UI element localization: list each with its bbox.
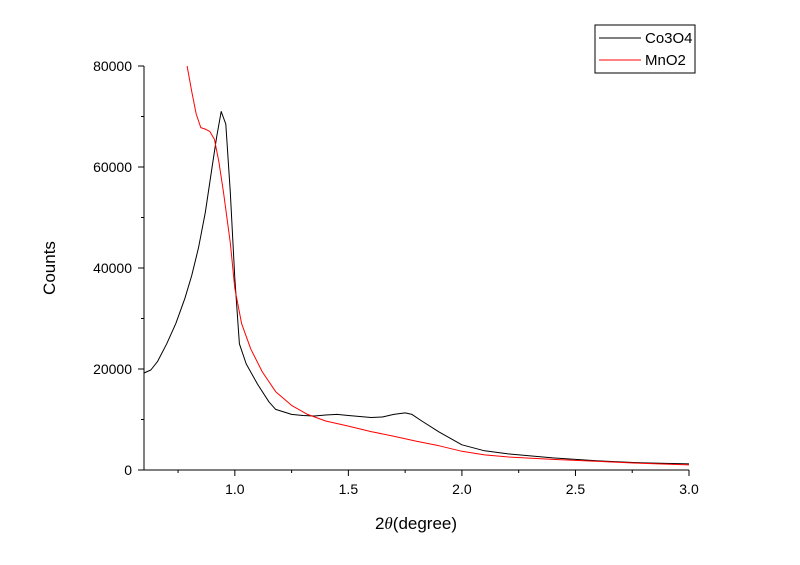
x-tick-label: 3.0	[679, 481, 699, 497]
axes: 1.0 1.5 2.0 2.5 3.0 0 20000 40000 60000 80000	[93, 58, 699, 497]
x-tick-label: 2.0	[452, 481, 472, 497]
legend-label: Co3O4	[645, 30, 693, 47]
x-axis-title: 2θ(degree)	[375, 514, 457, 533]
legend-label: MnO2	[645, 52, 686, 69]
y-tick-label: 20000	[93, 361, 132, 377]
x-axis-title-suffix: (degree)	[393, 514, 457, 533]
legend-box	[594, 24, 696, 74]
y-tick-label: 80000	[93, 58, 132, 74]
series-line-co3o4	[143, 111, 690, 465]
y-tick-label: 40000	[93, 260, 132, 276]
legend: Co3O4 MnO2	[594, 24, 696, 74]
x-axis-title-prefix: 2	[375, 514, 384, 533]
series-lines	[143, 65, 690, 466]
y-tick-label: 0	[124, 462, 132, 478]
x-axis-title-symbol: θ	[384, 514, 392, 533]
y-axis-title: Counts	[40, 241, 59, 295]
x-tick-label: 2.5	[566, 481, 586, 497]
series-line-mno2	[186, 65, 690, 466]
y-tick-label: 60000	[93, 159, 132, 175]
x-tick-label: 1.5	[339, 481, 359, 497]
x-tick-label: 1.0	[225, 481, 245, 497]
